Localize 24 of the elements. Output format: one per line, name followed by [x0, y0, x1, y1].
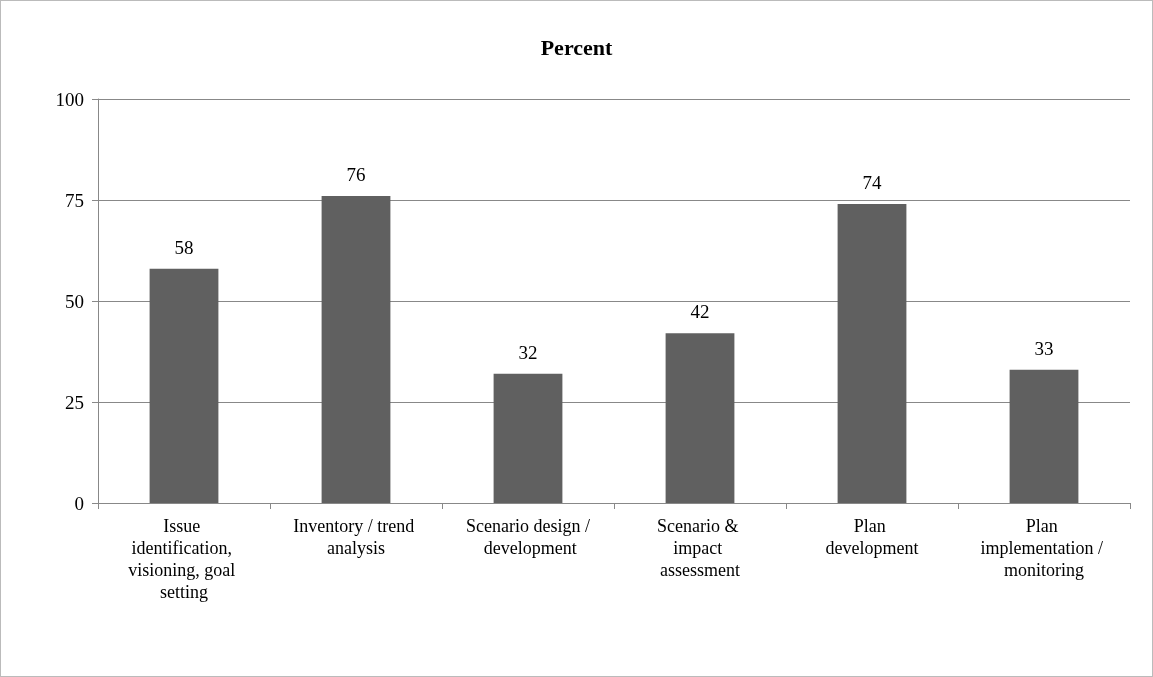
y-tick-label: 75	[65, 189, 84, 211]
data-label: 42	[690, 301, 710, 323]
data-label: 32	[518, 341, 538, 363]
data-label: 76	[346, 163, 366, 185]
x-tick-label: Scenario & impact assessment	[657, 516, 743, 580]
bar	[665, 333, 735, 503]
data-label: 33	[1034, 337, 1054, 359]
bar	[837, 204, 907, 503]
y-tick-label: 100	[55, 88, 84, 110]
y-tick-label: 50	[65, 290, 84, 312]
y-tick-label: 25	[65, 391, 84, 413]
x-tick-label: Inventory / trend analysis	[293, 516, 419, 558]
chart-title: Percent	[540, 34, 613, 60]
bar	[493, 373, 563, 503]
x-tick-label: Issue identification, visioning, goal setting	[128, 516, 240, 602]
bar	[1009, 369, 1079, 503]
bar	[149, 268, 219, 503]
x-tick-label: Plan development	[825, 516, 919, 558]
y-tick-label: 0	[74, 492, 84, 514]
data-label: 74	[862, 172, 882, 194]
bar	[321, 195, 391, 503]
x-tick-label: Plan implementation / monitoring	[980, 516, 1108, 580]
x-tick-label: Scenario design / development	[466, 516, 590, 558]
data-label: 58	[174, 236, 194, 258]
